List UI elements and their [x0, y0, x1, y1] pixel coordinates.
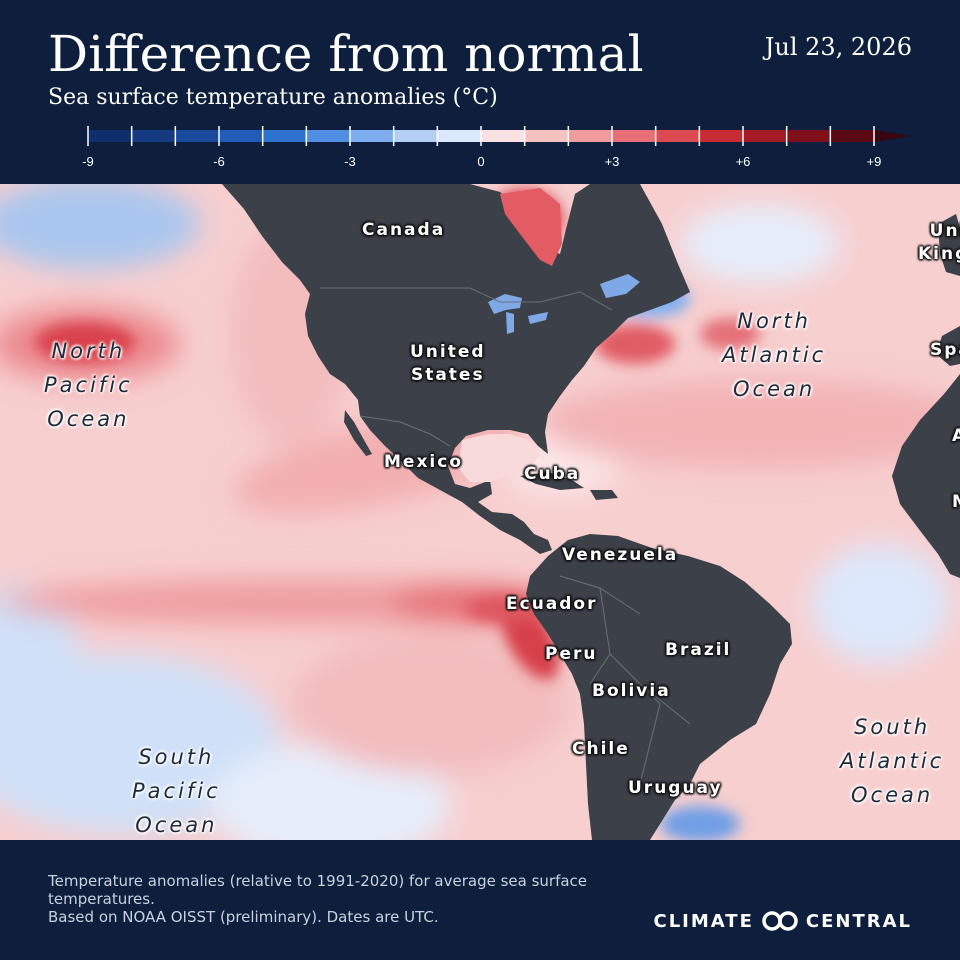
header: Difference from normal Jul 23, 2026 Sea …: [0, 0, 960, 184]
country-label-ecuador: Ecuador: [506, 594, 598, 614]
borders: [320, 287, 691, 785]
footer: Temperature anomalies (relative to 1991-…: [0, 840, 960, 960]
south-america-borders: [559, 575, 691, 785]
legend-bin-17: [786, 130, 831, 142]
legend-bin-9: [437, 130, 481, 142]
legend-bin-13: [612, 130, 656, 142]
lake-michigan: [506, 312, 514, 334]
logo-text-left: CLIMATE: [653, 910, 754, 932]
gulf-st-lawrence: [600, 274, 640, 298]
us-mexico-border: [359, 415, 451, 447]
legend-bin-14: [655, 130, 700, 142]
legend-overflow-arrow: [874, 130, 910, 142]
country-label-chile: Chile: [572, 739, 630, 759]
legend-label: -9: [82, 154, 94, 169]
footnote-line-1: Temperature anomalies (relative to 1991-…: [48, 872, 588, 908]
legend-bin-7: [350, 130, 394, 142]
hot-core-ecuador: [465, 595, 545, 623]
north-america: [222, 184, 690, 554]
cool-patch-uruguay: [660, 806, 740, 840]
british-isles: [938, 214, 960, 276]
country-label-united-states: United States: [410, 342, 486, 385]
country-label-canada: Canada: [362, 220, 446, 240]
map-canvas: [0, 184, 960, 840]
logo-rings-icon: [762, 911, 798, 931]
gulf-of-mexico-water: [458, 434, 540, 482]
legend-bin-8: [393, 130, 438, 142]
color-legend: -9 -6 -3 0 +3 +6 +9: [82, 126, 912, 176]
legend-bin-12: [568, 130, 612, 142]
anomaly-map: Canada United States Mexico Cuba Venezue…: [0, 184, 960, 840]
legend-label: -6: [213, 154, 225, 169]
legend-label: 0: [477, 154, 485, 169]
country-label-united-kingdom: United Kingdom: [918, 221, 960, 264]
ocean-label-north-pacific: North Pacific Ocean: [44, 339, 133, 431]
cool-patch-atlantic-east: [810, 544, 950, 664]
legend-label: +3: [604, 154, 620, 169]
legend-bin-18: [830, 130, 874, 142]
country-label-cuba: Cuba: [524, 464, 581, 484]
us-canada-border: [320, 287, 613, 311]
hot-patch-mid-atlantic: [700, 318, 760, 350]
legend-bin-1: [88, 130, 132, 142]
country-label-peru: Peru: [545, 644, 598, 664]
africa: [892, 374, 960, 578]
page-title: Difference from normal: [48, 25, 644, 83]
cool-patch-southwest: [0, 584, 80, 744]
legend-bin-10: [481, 130, 525, 142]
lake-erie: [528, 312, 548, 324]
footnote: Temperature anomalies (relative to 1991-…: [48, 872, 668, 926]
ocean-label-south-pacific: South Pacific Ocean: [132, 745, 221, 837]
country-label-venezuela: Venezuela: [562, 545, 679, 565]
ocean-label-north-atlantic: North Atlantic Ocean: [722, 309, 827, 401]
hudson-bay-water: [500, 188, 562, 266]
country-label-spain: Spain: [930, 340, 960, 360]
country-label-bolivia: Bolivia: [592, 681, 671, 701]
country-label-mali: Mali: [952, 492, 960, 512]
subtitle: Sea surface temperature anomalies (°C): [48, 85, 498, 110]
legend-scale: [87, 126, 910, 146]
warm-band-atlantic: [540, 379, 960, 469]
country-label-mexico: Mexico: [384, 452, 463, 472]
cuba-island: [520, 472, 584, 490]
cool-patch-atlantic-north: [680, 204, 840, 284]
country-label-brazil: Brazil: [665, 640, 732, 660]
legend-label: +6: [735, 154, 751, 169]
legend-label: +9: [866, 154, 882, 169]
hispaniola: [590, 490, 618, 500]
baja-california: [344, 410, 372, 456]
great-lakes: [488, 294, 522, 314]
legend-bin-3: [175, 130, 219, 142]
legend-bin-2: [131, 130, 176, 142]
iberia: [936, 326, 960, 366]
ocean-label-south-atlantic: South Atlantic Ocean: [840, 715, 945, 807]
cool-patch-gulf-alaska: [0, 184, 200, 269]
hot-patch-newfoundland: [595, 324, 675, 364]
legend-bin-16: [743, 130, 787, 142]
logo-text-right: CENTRAL: [805, 910, 912, 932]
legend-bin-15: [699, 130, 743, 142]
country-label-uruguay: Uruguay: [628, 778, 723, 798]
date-label: Jul 23, 2026: [764, 33, 912, 61]
warm-patch-south-central: [290, 634, 570, 774]
country-label-algeria: Algeria: [952, 426, 960, 446]
landmasses: [222, 184, 960, 840]
legend-label: -3: [344, 154, 356, 169]
legend-bin-4: [219, 130, 263, 142]
legend-bin-6: [306, 130, 350, 142]
south-america: [526, 534, 792, 840]
legend-bin-5: [262, 130, 307, 142]
hot-core-north-pacific: [35, 322, 135, 362]
legend-bin-11: [524, 130, 569, 142]
inland-waters: [488, 274, 640, 334]
footnote-line-2: Based on NOAA OISST (preliminary). Dates…: [48, 908, 439, 926]
climate-central-logo: CLIMATE CENTRAL: [653, 908, 912, 934]
